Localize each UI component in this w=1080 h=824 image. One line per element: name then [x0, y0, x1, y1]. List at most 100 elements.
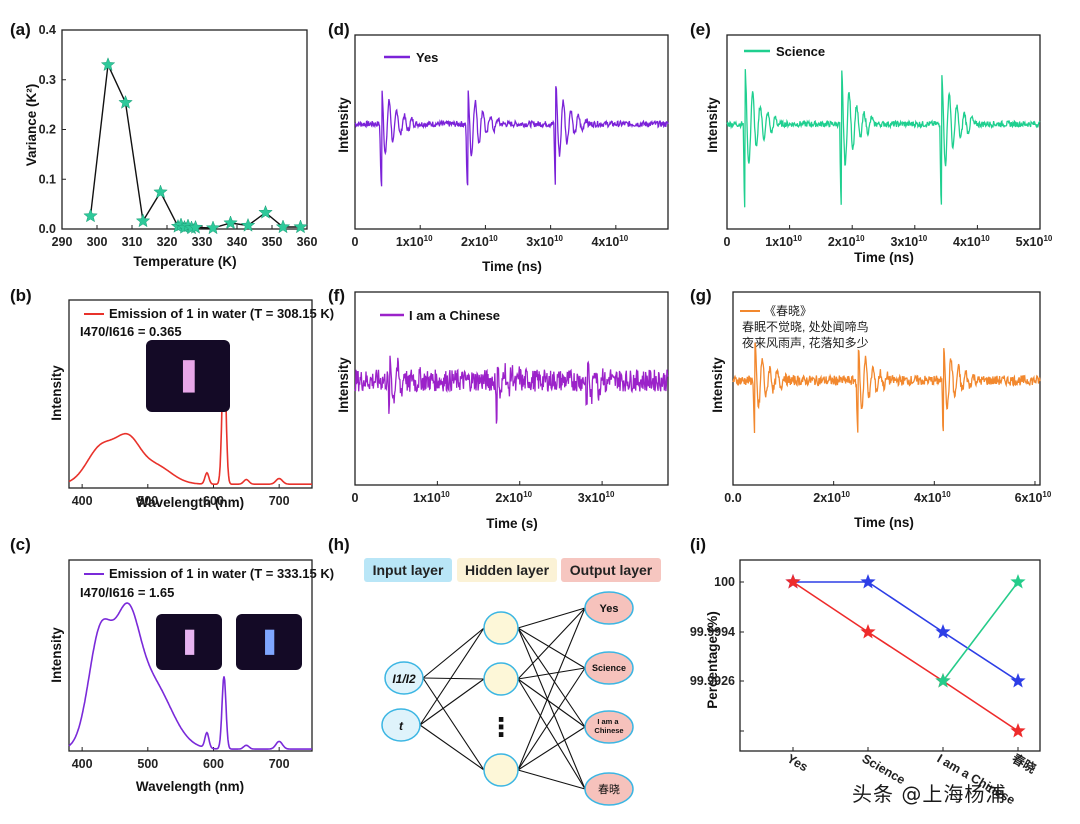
output-node-chinese-line2: Chinese — [594, 726, 623, 735]
xtick-label-plot-e: 2x1010 — [828, 234, 865, 249]
xtick-label-plot-g: 6x1010 — [1015, 490, 1052, 505]
data-point-i-0 — [935, 624, 951, 639]
xtick-label-plot-f: 0 — [352, 491, 359, 505]
series-line-i-2 — [942, 581, 1019, 682]
output-node-yes-label: Yes — [600, 603, 619, 615]
output-node-chinese-line1: I am a — [597, 717, 619, 726]
xtick-label-plot-e: 1x1010 — [765, 234, 802, 249]
data-point-a — [258, 204, 273, 219]
legend-title-g: 《春晓》 — [764, 304, 812, 318]
network-edges — [419, 607, 586, 790]
series-line-plot-g — [732, 342, 1041, 434]
panel-label-a: (a) — [10, 20, 31, 39]
network-diagram: Input layer Hidden layer Output layer I1… — [364, 558, 661, 806]
data-point-a — [153, 184, 168, 199]
xtick-label-plot-e: 3x1010 — [890, 234, 927, 249]
output-node-chinese-label: I am a Chinese — [594, 717, 623, 735]
data-point-i-1 — [1010, 723, 1026, 738]
nn-edge-in — [419, 724, 485, 771]
xlabel-a: Temperature (K) — [133, 254, 236, 269]
data-point-a — [223, 215, 238, 230]
ratio-text-b: I470/I616 = 0.365 — [80, 324, 182, 339]
xtick-label-plot-b: 500 — [137, 494, 158, 508]
xtick-label-plot-f: 3x1010 — [578, 490, 615, 505]
xlabel-e: Time (ns) — [854, 250, 914, 265]
series-line-i-1 — [792, 581, 1019, 732]
series-line-plot-f — [354, 355, 669, 424]
data-point-i-0 — [1010, 673, 1026, 688]
xtick-label-plot-d: 0 — [352, 235, 359, 249]
xtick-label-plot-b: 600 — [203, 494, 224, 508]
data-point-i-1 — [785, 574, 801, 589]
plot-i-frame — [739, 559, 1041, 752]
legend-text-f: I am a Chinese — [409, 308, 500, 323]
panel-label-d: (d) — [328, 20, 350, 39]
ytick-label-a: 0.2 — [39, 123, 56, 137]
output-layer-box — [561, 558, 661, 582]
nn-edge-out — [517, 627, 586, 669]
nn-edge-out — [517, 678, 586, 790]
xlabel-g: Time (ns) — [854, 515, 914, 530]
panel-label-b: (b) — [10, 286, 32, 305]
ratio-text-c: I470/I616 = 1.65 — [80, 585, 174, 600]
legend-line1-g: 春眠不觉晓, 处处闻啼鸟 — [742, 319, 869, 334]
xtick-label-plot-f: 2x1010 — [495, 490, 532, 505]
nn-edge-out — [517, 678, 586, 728]
nn-edge-out — [517, 769, 586, 790]
nn-edge-out — [517, 607, 586, 771]
series-line-plot-e — [726, 69, 1041, 208]
xtick-label-a: 310 — [122, 235, 143, 249]
panel-label-c: (c) — [10, 535, 31, 554]
xtick-label-plot-g: 2x1010 — [813, 490, 850, 505]
ylabel-e: Intensity — [705, 97, 720, 153]
data-point-a — [100, 57, 116, 72]
ylabel-i: Percentage (%) — [705, 611, 720, 709]
legend-text-b: Emission of 1 in water (T = 308.15 K) — [109, 306, 334, 321]
data-point-i-2 — [935, 673, 951, 688]
xtick-label-plot-d: 3x1010 — [526, 234, 563, 249]
xlabel-c: Wavelength (nm) — [136, 779, 244, 794]
series-line-i-0 — [793, 581, 1019, 682]
data-point-a — [205, 220, 221, 235]
hidden-layer-label: Hidden layer — [465, 562, 550, 578]
xtick-label-i: Yes — [785, 751, 811, 774]
plots-layer: 290 300 310 320 330 340 350 360 0.0 0.1 0.2 0.3 0.4 4… — [39, 23, 1053, 807]
xtick-label-a: 340 — [227, 235, 248, 249]
ytick-label-i: 99.9994 — [690, 625, 735, 639]
ylabel-f: Intensity — [336, 357, 351, 413]
series-line-a — [89, 62, 301, 229]
xlabel-d: Time (ns) — [482, 259, 542, 274]
plot-g-frame — [732, 291, 1041, 486]
nn-edge-in — [422, 677, 485, 680]
output-node-science — [584, 651, 634, 685]
ytick-label-a: 0.1 — [39, 172, 56, 186]
plot-b-frame — [68, 299, 313, 489]
nn-edge-out — [517, 667, 586, 771]
xtick-label-plot-b: 400 — [72, 494, 93, 508]
xtick-label-i: 春晓 — [1009, 750, 1039, 776]
output-node-chunxiao-label: 春晓 — [598, 783, 620, 796]
nn-edge-in — [419, 678, 485, 726]
data-point-a — [180, 218, 196, 233]
xtick-label-plot-c: 400 — [72, 757, 93, 771]
data-point-a — [293, 219, 308, 234]
panel-label-g: (g) — [690, 286, 712, 305]
nn-edge-out — [517, 627, 586, 790]
input-node-2-label: t — [399, 719, 404, 733]
input-layer-label: Input layer — [373, 562, 444, 578]
xlabel-f: Time (s) — [486, 516, 538, 531]
nn-edge-out — [517, 607, 586, 629]
ylabel-a: Variance (K²) — [24, 84, 39, 167]
nn-edge-out — [517, 607, 586, 680]
plot-c-frame — [68, 559, 313, 752]
xtick-label-plot-e: 0 — [724, 235, 731, 249]
data-point-a — [118, 94, 133, 109]
output-node-chinese — [584, 710, 634, 744]
panel-label-h: (h) — [328, 535, 350, 554]
ylabel-d: Intensity — [336, 97, 351, 153]
nn-edge-out — [517, 667, 586, 680]
data-point-a — [275, 219, 291, 234]
output-node-yes — [584, 591, 634, 625]
data-point-i-0 — [860, 574, 876, 589]
